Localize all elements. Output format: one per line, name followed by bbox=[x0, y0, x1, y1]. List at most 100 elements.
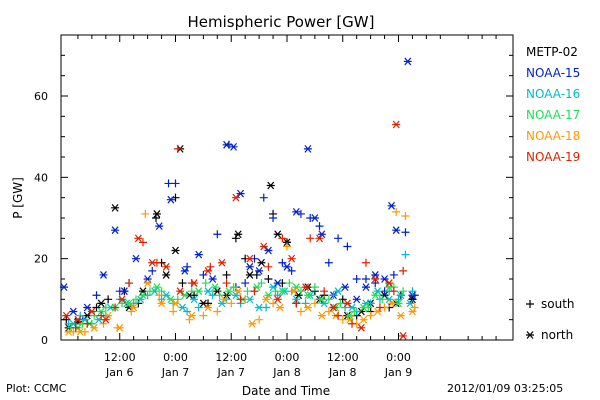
data-point-north bbox=[396, 311, 405, 320]
data-point-south bbox=[296, 307, 305, 316]
data-point-north bbox=[408, 291, 417, 300]
data-point-south bbox=[169, 307, 178, 316]
y-tick-label: 20 bbox=[34, 253, 48, 266]
data-point-north bbox=[234, 287, 243, 296]
series-noaa-19 bbox=[62, 120, 408, 340]
data-point-south bbox=[171, 179, 180, 188]
data-point-north bbox=[292, 208, 301, 216]
legend-item-noaa-19: NOAA-19 bbox=[526, 150, 580, 164]
data-point-north bbox=[371, 271, 380, 279]
data-point-south bbox=[285, 279, 294, 288]
data-point-south bbox=[306, 234, 315, 243]
data-point-south bbox=[401, 228, 410, 237]
data-point-north bbox=[278, 287, 287, 296]
data-point-north bbox=[234, 230, 243, 239]
data-point-south bbox=[361, 258, 370, 267]
data-point-north bbox=[357, 323, 366, 332]
data-point-south bbox=[389, 287, 398, 296]
data-point-north bbox=[343, 299, 352, 308]
data-point-south bbox=[338, 315, 347, 324]
x-tick-time: 12:00 bbox=[327, 351, 359, 364]
data-point-south bbox=[296, 287, 305, 296]
data-point-south bbox=[389, 270, 398, 279]
y-axis: 0 20 40 60 bbox=[34, 54, 513, 347]
data-point-north bbox=[236, 189, 245, 198]
data-point-north bbox=[371, 275, 380, 283]
data-point-north bbox=[371, 291, 380, 300]
data-point-north bbox=[162, 291, 171, 300]
data-point-south bbox=[97, 311, 106, 320]
data-point-north bbox=[526, 331, 534, 339]
data-point-north bbox=[99, 271, 108, 279]
data-point-north bbox=[148, 258, 157, 267]
data-point-south bbox=[241, 279, 250, 288]
data-point-south bbox=[215, 291, 224, 300]
data-point-north bbox=[341, 283, 350, 292]
data-point-north bbox=[310, 214, 319, 222]
data-point-south bbox=[76, 311, 85, 320]
x-tick-day: Jan 9 bbox=[384, 366, 412, 379]
data-point-south bbox=[348, 319, 357, 328]
data-point-south bbox=[350, 307, 359, 316]
marker-legend-label: north bbox=[541, 328, 573, 342]
data-point-north bbox=[204, 287, 213, 296]
data-point-south bbox=[271, 287, 280, 296]
data-point-north bbox=[245, 262, 254, 271]
data-point-south bbox=[526, 300, 534, 308]
data-point-north bbox=[380, 275, 389, 283]
data-point-south bbox=[269, 299, 278, 308]
data-point-north bbox=[217, 299, 226, 308]
plot-timestamp: 2012/01/09 03:25:05 bbox=[447, 382, 564, 395]
data-point-north bbox=[231, 291, 240, 300]
data-point-north bbox=[87, 307, 96, 316]
data-point-south bbox=[264, 262, 273, 271]
data-point-north bbox=[83, 303, 92, 312]
data-point-south bbox=[324, 295, 333, 304]
data-point-south bbox=[213, 307, 222, 316]
data-point-south bbox=[231, 234, 240, 243]
series-metp-02 bbox=[62, 144, 417, 332]
data-point-north bbox=[64, 327, 73, 336]
data-point-south bbox=[392, 207, 401, 216]
data-point-north bbox=[408, 307, 417, 316]
chart-title: Hemispheric Power [GW] bbox=[188, 13, 375, 31]
data-point-south bbox=[243, 287, 252, 296]
series-noaa-18 bbox=[64, 207, 419, 336]
x-tick-day: Jan 6 bbox=[105, 366, 133, 379]
data-point-north bbox=[292, 283, 301, 292]
data-point-south bbox=[71, 323, 80, 332]
data-point-south bbox=[157, 287, 166, 296]
data-point-north bbox=[317, 295, 326, 304]
data-point-south bbox=[324, 307, 333, 316]
data-point-south bbox=[213, 230, 222, 239]
data-point-south bbox=[199, 270, 208, 279]
data-point-north bbox=[199, 299, 208, 308]
data-point-north bbox=[266, 181, 275, 190]
x-tick-day: Jan 7 bbox=[161, 366, 189, 379]
data-point-north bbox=[129, 303, 138, 312]
data-point-north bbox=[406, 299, 415, 308]
data-point-north bbox=[273, 230, 282, 239]
data-point-south bbox=[155, 291, 164, 300]
data-point-south bbox=[227, 299, 236, 308]
data-point-north bbox=[176, 287, 185, 296]
data-point-north bbox=[111, 203, 120, 212]
data-point-north bbox=[387, 201, 396, 210]
data-point-north bbox=[190, 295, 199, 304]
data-point-north bbox=[111, 226, 120, 235]
data-point-south bbox=[183, 262, 192, 271]
data-point-north bbox=[392, 226, 401, 235]
data-point-south bbox=[371, 279, 380, 288]
data-point-south bbox=[375, 303, 384, 312]
data-point-north bbox=[352, 295, 361, 304]
x-tick-time: 12:00 bbox=[215, 351, 247, 364]
data-point-north bbox=[273, 279, 282, 287]
data-point-north bbox=[222, 140, 231, 149]
data-point-north bbox=[125, 299, 134, 308]
data-point-north bbox=[245, 271, 254, 279]
data-point-south bbox=[173, 144, 182, 153]
data-point-south bbox=[138, 238, 147, 247]
legend-item-noaa-15: NOAA-15 bbox=[526, 66, 580, 80]
x-tick-time: 0:00 bbox=[275, 351, 300, 364]
